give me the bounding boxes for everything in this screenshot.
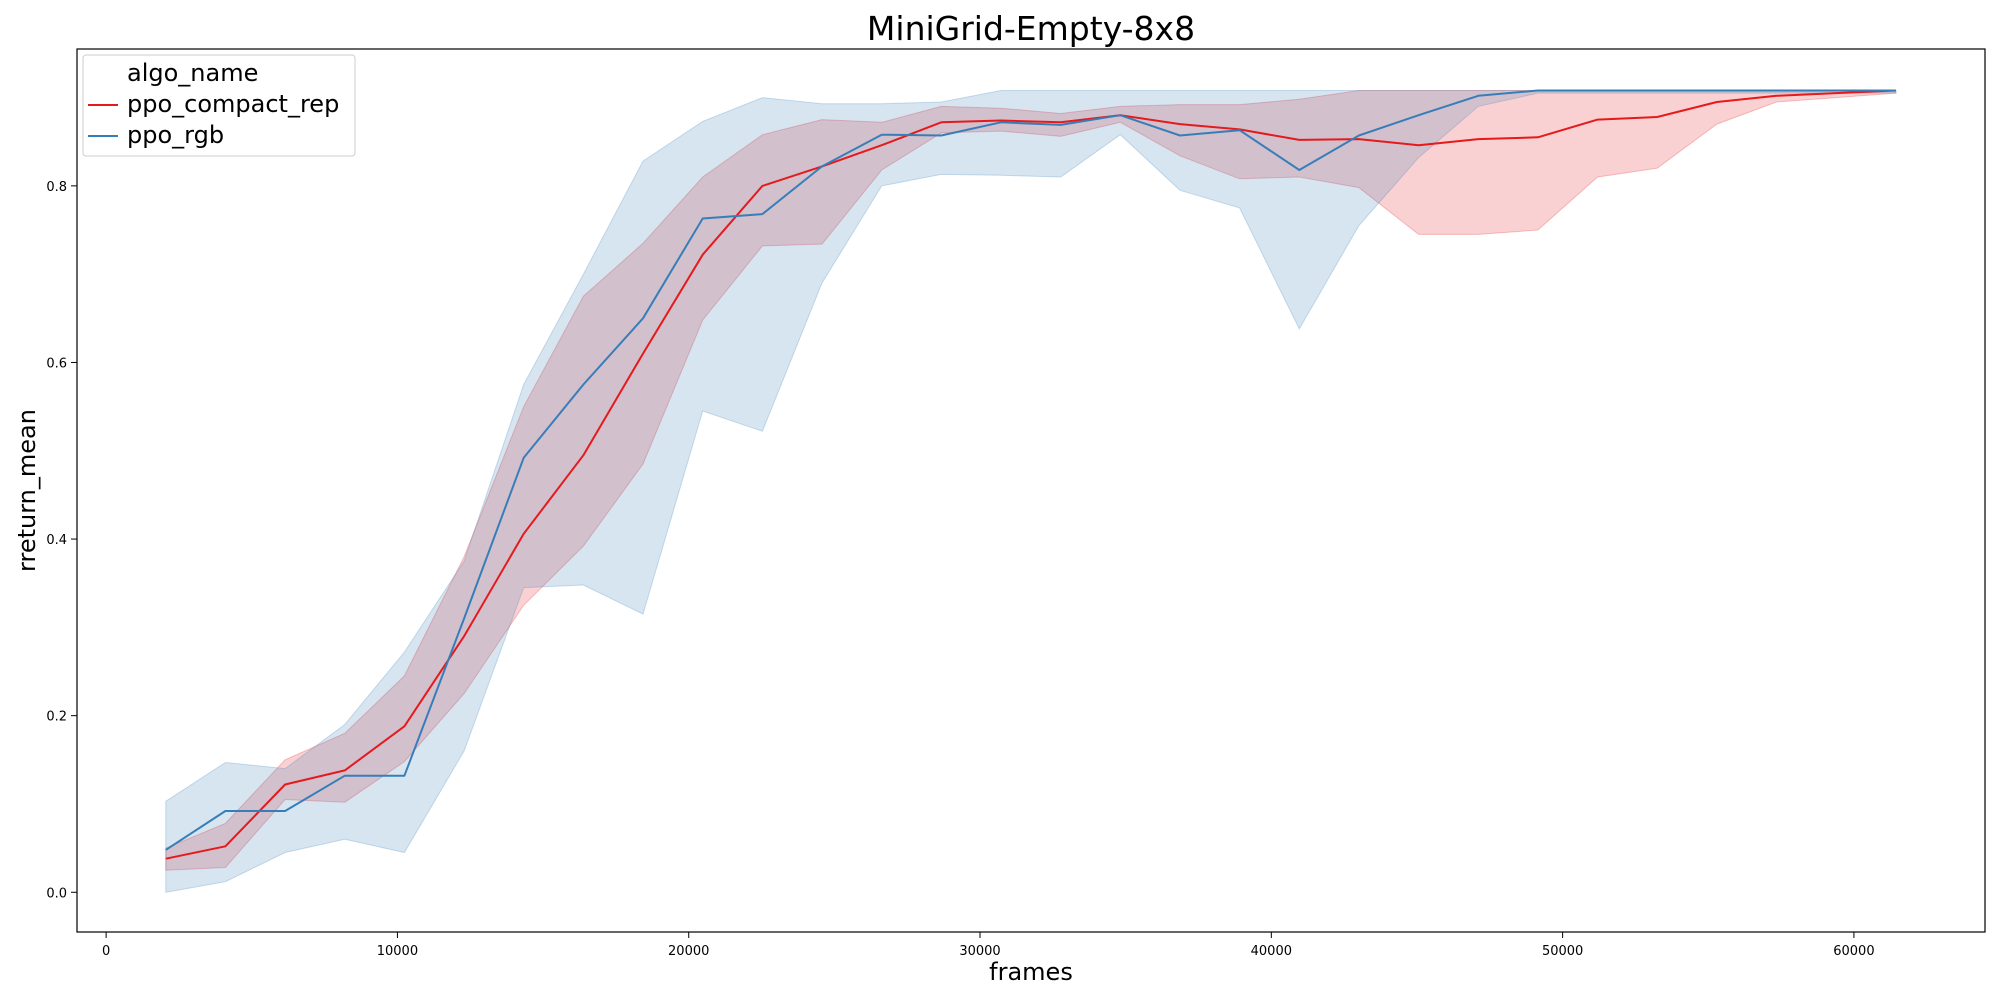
chart-title: MiniGrid-Empty-8x8 bbox=[867, 9, 1195, 48]
y-axis-title: rreturn_mean bbox=[13, 409, 41, 572]
y-tick-label: 0.2 bbox=[46, 710, 67, 725]
series-lines bbox=[165, 89, 1896, 860]
x-tick-label: 0 bbox=[102, 944, 110, 959]
x-tick-label: 40000 bbox=[1251, 944, 1292, 959]
legend-label-ppo_compact_rep: ppo_compact_rep bbox=[127, 90, 339, 118]
y-tick-label: 0.4 bbox=[46, 533, 67, 548]
band-ppo_rgb bbox=[165, 90, 1897, 893]
x-tick-label: 60000 bbox=[1833, 944, 1874, 959]
y-tick-label: 0.8 bbox=[46, 180, 67, 195]
legend-box bbox=[82, 54, 356, 157]
x-tick-label: 30000 bbox=[959, 944, 1000, 959]
legend-label-ppo_rgb: ppo_rgb bbox=[127, 121, 224, 149]
series-line-ppo_compact_rep bbox=[165, 89, 1896, 860]
y-axis: 0.0 0.2 0.4 0.6 0.8 bbox=[46, 180, 77, 901]
series-line-ppo_rgb bbox=[165, 89, 1896, 851]
x-tick-label: 10000 bbox=[377, 944, 418, 959]
plot-frame bbox=[76, 48, 1986, 933]
x-tick-label: 20000 bbox=[668, 944, 709, 959]
y-tick-label: 0.0 bbox=[46, 886, 67, 901]
legend: algo_name ppo_compact_rep ppo_rgb bbox=[82, 54, 356, 157]
x-tick-label: 50000 bbox=[1542, 944, 1583, 959]
x-axis: 0 10000 20000 30000 40000 50000 60000 bbox=[102, 932, 1875, 959]
y-tick-label: 0.6 bbox=[46, 356, 67, 371]
band-ppo_compact_rep bbox=[165, 90, 1897, 871]
legend-items: ppo_compact_rep ppo_rgb bbox=[88, 90, 339, 149]
legend-title: algo_name bbox=[127, 59, 258, 87]
confidence-bands bbox=[165, 90, 1897, 893]
x-axis-title: frames bbox=[989, 958, 1073, 986]
